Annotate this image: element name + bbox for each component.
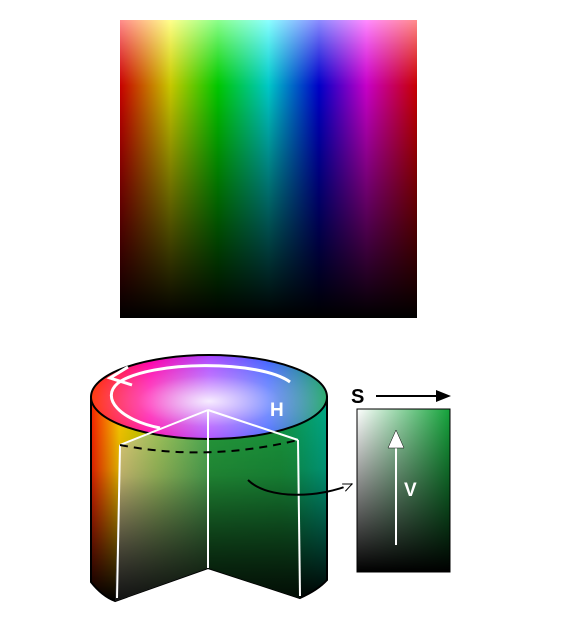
saturation-axis-arrow bbox=[376, 390, 451, 402]
saturation-label: S bbox=[351, 386, 364, 408]
hue-disc bbox=[90, 354, 328, 440]
slice-pointer-arrow bbox=[247, 479, 354, 496]
value-arrow-icon bbox=[387, 429, 405, 449]
wedge-edges bbox=[116, 409, 301, 599]
hsv-cylinder: H bbox=[90, 354, 328, 603]
hue-value-square bbox=[120, 20, 417, 318]
hue-rotation-arrow bbox=[106, 364, 291, 430]
saturation-arrow-icon bbox=[436, 390, 451, 402]
hue-label: H bbox=[270, 400, 284, 421]
value-label: V bbox=[404, 480, 417, 501]
hidden-rim-dashed bbox=[119, 439, 299, 454]
saturation-value-slice: V bbox=[356, 408, 451, 573]
